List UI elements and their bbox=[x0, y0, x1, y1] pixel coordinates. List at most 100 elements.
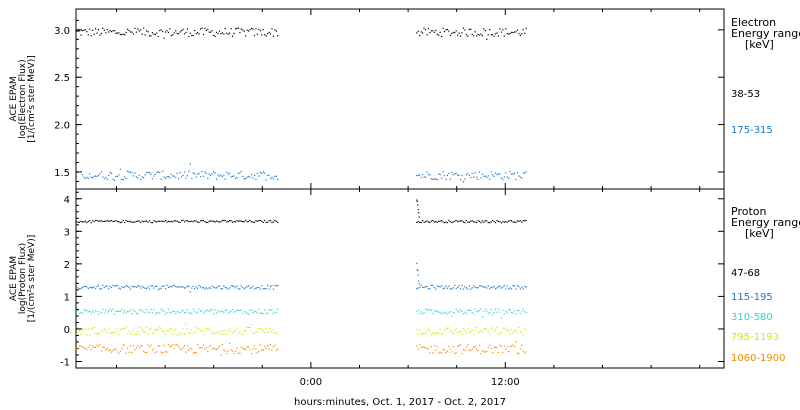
data-point bbox=[458, 344, 460, 346]
data-point bbox=[110, 219, 113, 222]
data-point bbox=[137, 312, 139, 315]
data-point bbox=[253, 221, 256, 223]
data-point bbox=[100, 171, 102, 173]
data-point bbox=[245, 287, 247, 289]
data-point bbox=[178, 286, 180, 288]
data-point bbox=[497, 333, 500, 335]
data-point bbox=[173, 175, 175, 177]
data-point bbox=[201, 287, 203, 289]
data-point bbox=[224, 350, 226, 352]
data-point bbox=[256, 312, 258, 314]
data-point bbox=[513, 310, 516, 312]
electron-plot-frame bbox=[75, 8, 725, 190]
data-point bbox=[510, 173, 513, 175]
data-point bbox=[221, 32, 223, 34]
data-point bbox=[253, 310, 256, 313]
data-point bbox=[483, 221, 485, 223]
data-point bbox=[243, 30, 245, 32]
data-point bbox=[202, 333, 205, 336]
data-point bbox=[229, 32, 231, 34]
data-point bbox=[256, 220, 258, 222]
data-point bbox=[83, 285, 85, 288]
data-point bbox=[207, 309, 209, 311]
data-point bbox=[131, 313, 133, 315]
data-point bbox=[445, 327, 447, 329]
y-tick-label: 3 bbox=[64, 227, 70, 238]
data-point bbox=[277, 221, 279, 224]
data-point bbox=[256, 172, 258, 175]
data-point bbox=[205, 29, 207, 31]
data-point bbox=[503, 345, 505, 347]
data-point bbox=[259, 312, 261, 314]
data-point bbox=[242, 333, 244, 336]
data-point bbox=[183, 345, 186, 347]
data-point bbox=[134, 349, 136, 351]
data-point bbox=[443, 30, 446, 33]
proton-series bbox=[76, 199, 527, 356]
data-point bbox=[277, 308, 279, 310]
data-point bbox=[131, 31, 133, 33]
data-point bbox=[496, 174, 498, 176]
data-point bbox=[148, 346, 151, 348]
data-point bbox=[464, 349, 466, 351]
data-point bbox=[252, 28, 254, 30]
data-point bbox=[162, 220, 164, 222]
data-point bbox=[446, 350, 449, 352]
data-point bbox=[151, 32, 154, 34]
data-point bbox=[262, 288, 264, 290]
data-point bbox=[230, 220, 232, 222]
data-point bbox=[439, 220, 441, 222]
data-point bbox=[137, 330, 139, 333]
data-point bbox=[433, 178, 435, 180]
data-point bbox=[419, 329, 421, 331]
data-point bbox=[234, 310, 237, 313]
legend-entry: 310-580 bbox=[731, 312, 773, 323]
data-point bbox=[430, 309, 432, 311]
data-point bbox=[94, 175, 97, 177]
data-point bbox=[103, 220, 105, 222]
data-point bbox=[264, 309, 266, 311]
data-point bbox=[426, 330, 428, 332]
data-point bbox=[451, 288, 453, 290]
data-point bbox=[116, 310, 119, 312]
data-point bbox=[77, 30, 79, 32]
data-point bbox=[271, 285, 273, 287]
data-point bbox=[144, 34, 146, 36]
data-point bbox=[503, 221, 505, 223]
data-point bbox=[195, 220, 197, 222]
proton-plot-frame bbox=[75, 188, 725, 369]
data-point bbox=[464, 221, 466, 224]
data-point bbox=[89, 220, 91, 222]
data-point bbox=[432, 30, 434, 32]
data-point bbox=[445, 311, 447, 313]
data-point bbox=[417, 30, 419, 32]
data-point bbox=[224, 286, 226, 289]
data-point bbox=[215, 348, 218, 351]
data-point bbox=[97, 29, 100, 31]
data-point bbox=[490, 34, 492, 36]
data-point bbox=[245, 330, 247, 332]
data-point bbox=[208, 346, 210, 348]
data-point bbox=[134, 334, 136, 336]
data-point bbox=[207, 177, 209, 179]
data-point bbox=[445, 351, 447, 354]
data-point bbox=[76, 175, 78, 177]
data-point bbox=[148, 288, 151, 290]
data-point bbox=[458, 32, 460, 34]
data-point bbox=[191, 34, 193, 37]
data-point bbox=[503, 313, 505, 315]
data-point bbox=[214, 221, 216, 223]
y-tick-label: 3.0 bbox=[54, 26, 70, 37]
data-point bbox=[96, 285, 98, 288]
data-point bbox=[525, 27, 527, 29]
data-point bbox=[122, 219, 124, 222]
data-point bbox=[248, 313, 250, 315]
data-point bbox=[84, 327, 86, 329]
data-point bbox=[110, 30, 113, 33]
data-point bbox=[492, 174, 494, 176]
data-point bbox=[487, 312, 489, 314]
series-1060-1900 bbox=[76, 341, 527, 356]
data-point bbox=[269, 220, 272, 222]
data-point bbox=[264, 288, 266, 290]
data-point bbox=[163, 285, 165, 287]
